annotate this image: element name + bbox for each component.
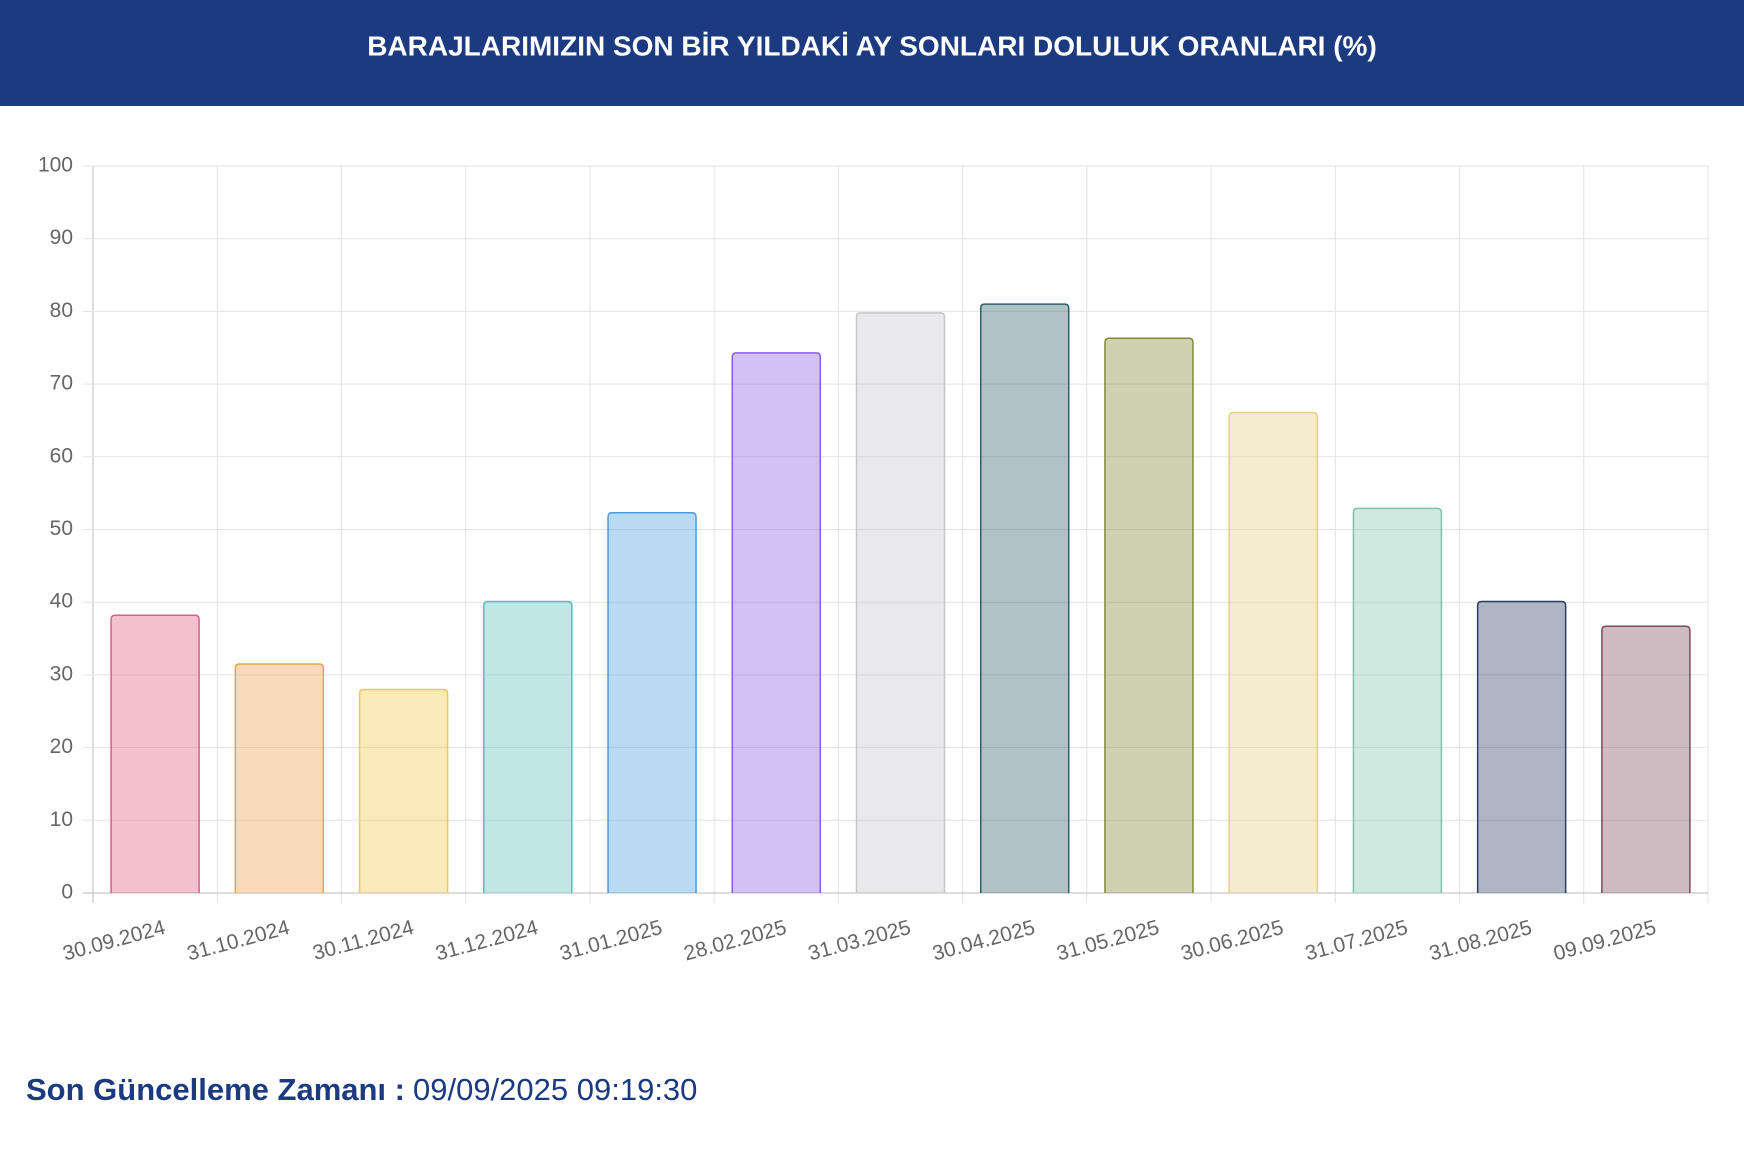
y-tick-label: 10: [50, 808, 73, 831]
x-tick-label: 31.08.2025: [1427, 916, 1534, 965]
bar: [979, 303, 1070, 893]
y-tick-label: 0: [61, 881, 73, 904]
bar: [1104, 337, 1194, 893]
y-tick-label: 70: [50, 372, 73, 395]
x-tick-label: 31.10.2024: [185, 916, 293, 966]
y-tick-label: 90: [50, 226, 73, 249]
x-tick-label: 28.02.2025: [682, 916, 789, 965]
x-tick-label: 31.03.2025: [806, 916, 913, 965]
y-tick-label: 100: [38, 154, 73, 177]
y-tick-label: 60: [50, 444, 73, 467]
footer-label: Son Güncelleme Zamanı :: [26, 1072, 405, 1107]
x-tick-label: 30.06.2025: [1178, 916, 1285, 965]
y-tick-label: 30: [50, 662, 73, 685]
bar: [358, 688, 449, 893]
y-tick-label: 50: [50, 517, 73, 540]
x-tick-label: 31.07.2025: [1303, 916, 1410, 965]
bar: [731, 352, 822, 893]
bar: [1352, 507, 1443, 893]
bar: [110, 614, 200, 893]
bar: [483, 600, 573, 893]
x-tick-label: 30.04.2025: [930, 916, 1037, 965]
footer-value: 09/09/2025 09:19:30: [413, 1072, 697, 1107]
bar: [1601, 625, 1691, 893]
x-tick-label: 30.09.2024: [60, 916, 168, 966]
x-tick-label: 30.11.2024: [310, 916, 416, 965]
bar: [1476, 600, 1567, 893]
footer: Son Güncelleme Zamanı :09/09/2025 09:19:…: [26, 1072, 697, 1107]
bar: [855, 312, 946, 893]
x-tick-label: 31.12.2024: [433, 916, 541, 966]
y-tick-label: 20: [50, 735, 73, 758]
x-tick-label: 09.09.2025: [1551, 916, 1658, 965]
x-tick-label: 31.01.2025: [557, 916, 664, 965]
y-tick-label: 40: [50, 590, 73, 613]
y-tick-label: 80: [50, 299, 73, 322]
header-bar: [0, 0, 1744, 106]
bar: [234, 663, 325, 893]
bar: [1228, 411, 1318, 893]
chart-title: BARAJLARIMIZIN SON BİR YILDAKİ AY SONLAR…: [367, 30, 1377, 61]
bar: [607, 512, 697, 893]
x-tick-label: 31.05.2025: [1054, 916, 1161, 965]
